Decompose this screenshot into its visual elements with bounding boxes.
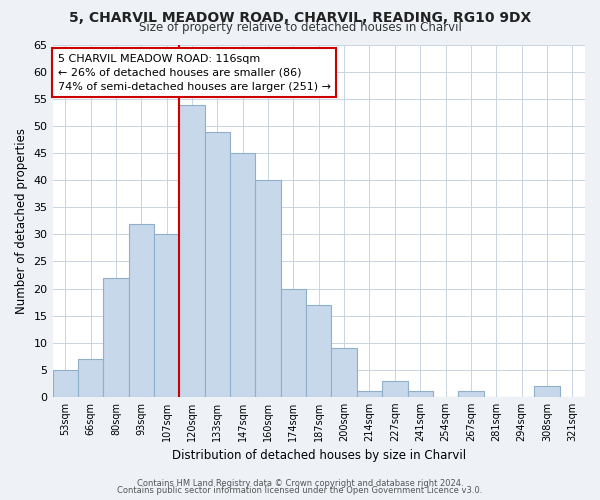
Bar	[256, 180, 281, 397]
Bar	[154, 234, 179, 397]
Text: 5, CHARVIL MEADOW ROAD, CHARVIL, READING, RG10 9DX: 5, CHARVIL MEADOW ROAD, CHARVIL, READING…	[69, 11, 531, 25]
Text: Contains public sector information licensed under the Open Government Licence v3: Contains public sector information licen…	[118, 486, 482, 495]
Bar	[103, 278, 128, 397]
Y-axis label: Number of detached properties: Number of detached properties	[15, 128, 28, 314]
Bar	[205, 132, 230, 397]
Text: 5 CHARVIL MEADOW ROAD: 116sqm
← 26% of detached houses are smaller (86)
74% of s: 5 CHARVIL MEADOW ROAD: 116sqm ← 26% of d…	[58, 54, 331, 92]
Bar	[230, 153, 256, 397]
Bar	[53, 370, 78, 397]
Bar	[281, 288, 306, 397]
Bar	[407, 392, 433, 397]
Bar	[458, 392, 484, 397]
Bar	[534, 386, 560, 397]
Bar	[179, 104, 205, 397]
Bar	[331, 348, 357, 397]
Bar	[128, 224, 154, 397]
Bar	[357, 392, 382, 397]
Text: Contains HM Land Registry data © Crown copyright and database right 2024.: Contains HM Land Registry data © Crown c…	[137, 478, 463, 488]
Bar	[306, 305, 331, 397]
Text: Size of property relative to detached houses in Charvil: Size of property relative to detached ho…	[139, 21, 461, 34]
Bar	[382, 380, 407, 397]
X-axis label: Distribution of detached houses by size in Charvil: Distribution of detached houses by size …	[172, 450, 466, 462]
Bar	[78, 359, 103, 397]
